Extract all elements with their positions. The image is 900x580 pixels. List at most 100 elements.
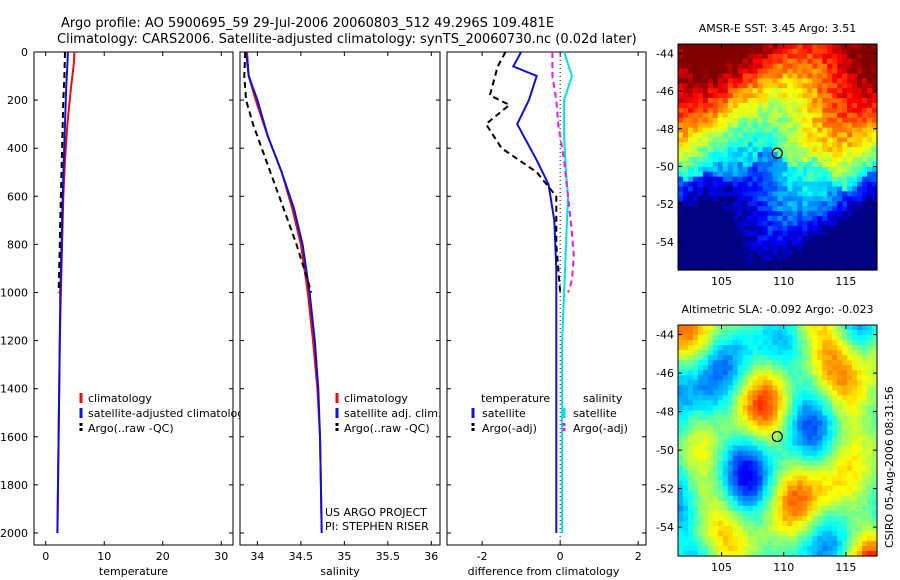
heatmap-cell — [697, 510, 704, 517]
heatmap-cell — [807, 425, 813, 432]
heatmap-cell — [742, 132, 749, 138]
heatmap-cell — [832, 360, 838, 366]
heatmap-cell — [842, 142, 848, 148]
heatmap-cell — [797, 485, 803, 492]
heatmap-cell — [762, 63, 769, 70]
heatmap-cell — [857, 176, 863, 183]
heatmap-cell — [727, 475, 734, 482]
heatmap-cell — [737, 93, 744, 99]
heatmap-cell — [727, 201, 734, 207]
heatmap-cell — [702, 445, 709, 452]
heatmap-cell — [727, 206, 734, 212]
heatmap-cell — [837, 220, 843, 227]
heatmap-cell — [777, 425, 784, 432]
heatmap-cell — [817, 196, 823, 202]
x-tick-label: 30 — [214, 550, 228, 563]
heatmap-cell — [752, 535, 759, 542]
heatmap-cell — [737, 147, 744, 153]
heatmap-cell — [752, 415, 759, 422]
heatmap-cell — [857, 510, 863, 517]
heatmap-cell — [837, 415, 843, 422]
heatmap-cell — [717, 330, 724, 336]
heatmap-cell — [872, 152, 878, 158]
heatmap-cell — [827, 465, 833, 472]
heatmap-cell — [782, 520, 789, 527]
heatmap-cell — [842, 475, 848, 482]
heatmap-cell — [797, 520, 803, 527]
heatmap-cell — [812, 460, 818, 467]
heatmap-cell — [747, 235, 754, 242]
heatmap-cell — [702, 98, 709, 104]
heatmap-cell — [712, 220, 719, 227]
heatmap-cell — [857, 102, 863, 109]
heatmap-cell — [692, 495, 699, 502]
heatmap-cell — [862, 240, 868, 247]
heatmap-cell — [872, 545, 878, 552]
heatmap-cell — [727, 220, 734, 227]
heatmap-cell — [792, 230, 798, 237]
heatmap-cell — [692, 395, 699, 401]
heatmap-cell — [687, 142, 694, 148]
heatmap-cell — [867, 235, 873, 242]
heatmap-cell — [867, 112, 873, 119]
heatmap-cell — [842, 147, 848, 153]
heatmap-cell — [867, 73, 873, 79]
heatmap-cell — [862, 545, 868, 552]
heatmap-cell — [847, 525, 853, 532]
heatmap-cell — [757, 455, 764, 462]
heatmap-cell — [867, 48, 873, 55]
heatmap-cell — [692, 420, 699, 427]
heatmap-cell — [767, 220, 774, 227]
heatmap-cell — [747, 230, 754, 237]
heatmap-cell — [852, 93, 858, 99]
heatmap-cell — [802, 260, 808, 266]
heatmap-cell — [857, 211, 863, 217]
heatmap-cell — [777, 211, 784, 217]
heatmap-cell — [762, 365, 769, 371]
heatmap-cell — [802, 330, 808, 336]
heatmap-cell — [702, 88, 709, 94]
heatmap-cell — [732, 445, 739, 452]
heatmap-cell — [762, 206, 769, 212]
heatmap-cell — [692, 520, 699, 527]
heatmap-cell — [837, 485, 843, 492]
heatmap-cell — [832, 255, 838, 261]
heatmap-cell — [752, 191, 759, 197]
heatmap-cell — [782, 465, 789, 472]
heatmap-cell — [732, 98, 739, 104]
heatmap-cell — [862, 375, 868, 381]
heatmap-cell — [832, 455, 838, 462]
heatmap-cell — [847, 485, 853, 492]
heatmap-cell — [812, 63, 818, 70]
heatmap-cell — [792, 495, 798, 502]
heatmap-cell — [732, 415, 739, 422]
heatmap-cell — [702, 196, 709, 202]
heatmap-cell — [807, 68, 813, 75]
heatmap-cell — [837, 345, 843, 351]
heatmap-cell — [867, 325, 873, 331]
heatmap-cell — [742, 465, 749, 472]
heatmap-cell — [772, 93, 779, 99]
heatmap-cell — [782, 480, 789, 487]
heatmap-cell — [782, 340, 789, 346]
heatmap-cell — [817, 380, 823, 386]
heatmap-cell — [802, 152, 808, 158]
heatmap-cell — [762, 93, 769, 99]
heatmap-cell — [747, 450, 754, 457]
x-axis-label: salinity — [320, 565, 360, 578]
heatmap-cell — [867, 415, 873, 422]
heatmap-cell — [812, 515, 818, 522]
heatmap-cell — [762, 157, 769, 163]
heatmap-cell — [787, 142, 794, 148]
heatmap-cell — [817, 415, 823, 422]
heatmap-cell — [852, 530, 858, 537]
heatmap-cell — [727, 480, 734, 487]
heatmap-cell — [678, 445, 684, 452]
heatmap-cell — [712, 250, 719, 256]
heatmap-cell — [757, 440, 764, 447]
x-tick-label: 20 — [156, 550, 170, 563]
heatmap-cell — [707, 73, 714, 79]
heatmap-cell — [827, 122, 833, 129]
heatmap-cell — [867, 425, 873, 432]
